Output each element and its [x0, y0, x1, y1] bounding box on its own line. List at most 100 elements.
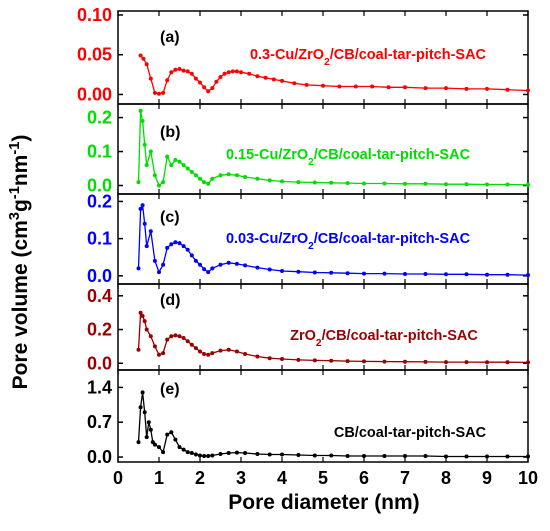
- data-point: [280, 78, 284, 83]
- data-point: [464, 272, 469, 277]
- data-point: [193, 452, 198, 457]
- data-point: [177, 241, 182, 246]
- data-point: [382, 454, 387, 458]
- data-point: [280, 269, 284, 273]
- data-point: [444, 360, 448, 365]
- data-point: [157, 91, 161, 96]
- data-point: [423, 272, 428, 276]
- data-point: [267, 267, 272, 272]
- data-point: [169, 163, 174, 168]
- data-point: [169, 334, 174, 339]
- y-tick-label: 0.0: [87, 447, 112, 467]
- data-point: [255, 354, 260, 359]
- data-point: [464, 182, 469, 187]
- data-point: [177, 159, 182, 164]
- data-point: [382, 359, 387, 364]
- data-point: [148, 149, 153, 154]
- data-point: [526, 88, 530, 93]
- data-point: [157, 445, 161, 450]
- data-point: [255, 265, 260, 270]
- data-point: [321, 83, 325, 88]
- data-point: [218, 452, 223, 456]
- x-tick-label: 7: [400, 468, 410, 488]
- y-tick-label: 0.4: [87, 286, 112, 306]
- data-point: [198, 262, 202, 267]
- data-point: [403, 181, 407, 186]
- data-point: [165, 245, 170, 250]
- data-point: [423, 359, 428, 364]
- data-point: [444, 454, 448, 459]
- data-point: [210, 176, 215, 181]
- data-point: [312, 453, 317, 458]
- data-point: [193, 76, 198, 81]
- data-point: [173, 437, 178, 442]
- data-point: [386, 85, 391, 90]
- data-point: [485, 454, 489, 459]
- data-point: [202, 85, 207, 90]
- data-point: [136, 440, 141, 445]
- panel-e: 0.0 0.7 1.4 (e) CB/coal-tar-pitch-SAC: [87, 369, 530, 467]
- data-point: [234, 69, 239, 74]
- data-point: [226, 172, 231, 177]
- data-point: [292, 81, 297, 86]
- data-point: [382, 271, 387, 276]
- data-point: [189, 342, 194, 347]
- series-name-label: 0.3-Cu/ZrO2/CB/coal-tar-pitch-SAC: [250, 47, 487, 68]
- data-point: [148, 334, 153, 339]
- data-point: [181, 163, 186, 168]
- data-point: [222, 71, 227, 76]
- data-point: [329, 453, 334, 458]
- data-point: [243, 263, 248, 268]
- data-point: [152, 90, 157, 95]
- data-point: [345, 454, 350, 458]
- data-point: [485, 182, 489, 187]
- data-point: [403, 85, 407, 90]
- data-point: [169, 70, 174, 75]
- data-point: [148, 76, 153, 81]
- data-point: [146, 420, 151, 425]
- x-axis-label: Pore diameter (nm): [228, 491, 419, 514]
- x-tick-label: 4: [277, 468, 287, 488]
- data-point: [234, 261, 239, 266]
- data-point: [271, 77, 276, 82]
- y-axis-label: Pore volume (cm3g-1nm-1): [7, 135, 32, 390]
- y-tick-label: 0.0: [87, 266, 112, 286]
- y-tick-label: 0.10: [77, 5, 112, 25]
- data-point: [312, 270, 317, 275]
- panel-id-label: (a): [160, 29, 180, 46]
- data-point: [226, 347, 231, 352]
- panel-b: 0.0 0.1 0.2 (b) 0.15-Cu/ZrO2/CB/coal-tar-pit…: [87, 103, 530, 196]
- data-point: [485, 360, 489, 365]
- data-point: [152, 173, 157, 178]
- data-point: [226, 260, 231, 265]
- data-point: [210, 453, 215, 458]
- data-point: [198, 80, 202, 85]
- data-point: [218, 348, 223, 353]
- x-tick-label: 10: [518, 468, 538, 488]
- data-point: [136, 347, 141, 352]
- data-point: [206, 89, 211, 94]
- data-point: [177, 334, 182, 339]
- data-point: [136, 266, 141, 271]
- data-point: [526, 360, 530, 365]
- data-point: [234, 173, 239, 178]
- data-point: [312, 180, 317, 185]
- y-tick-label: 0.0: [87, 176, 112, 196]
- data-point: [140, 203, 145, 208]
- data-point: [181, 447, 186, 452]
- x-tick-label: 5: [318, 468, 328, 488]
- data-point: [362, 454, 366, 458]
- data-point: [382, 181, 387, 186]
- data-point: [161, 351, 166, 356]
- data-point: [152, 442, 157, 447]
- data-point: [505, 182, 510, 187]
- data-point: [185, 339, 190, 344]
- data-point: [198, 176, 202, 181]
- data-point: [140, 314, 145, 318]
- data-point: [202, 454, 207, 458]
- data-point: [206, 352, 211, 357]
- data-point: [185, 69, 190, 74]
- data-point: [485, 86, 489, 91]
- data-point: [193, 346, 198, 351]
- data-point: [296, 453, 301, 457]
